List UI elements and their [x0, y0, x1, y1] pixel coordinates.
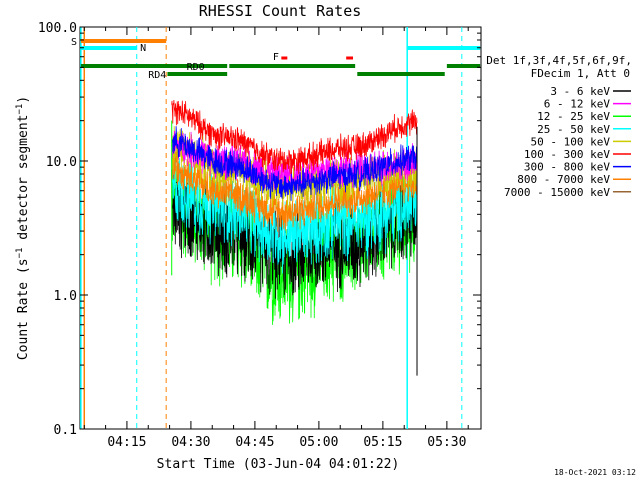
flag-label-flare: F: [273, 52, 279, 63]
legend: Det 1f,3f,4f,5f,6f,9f, FDecim 1, Att 0 3…: [486, 54, 632, 199]
y-axis-label: Count Rate (s−1 detector segment−1): [15, 96, 31, 360]
x-tick-label-3: 05:00: [299, 435, 338, 450]
legend-entry-label-1: 6 - 12 keV: [544, 98, 611, 111]
y-tick-label-0: 100.0: [38, 21, 77, 36]
footer-timestamp: 18-Oct-2021 03:12: [554, 468, 636, 477]
y-tick-label-3: 0.1: [54, 423, 77, 438]
legend-entry-label-3: 25 - 50 keV: [537, 123, 610, 136]
x-tick-label-4: 05:15: [363, 435, 402, 450]
y-tick-label-1: 10.0: [46, 155, 77, 170]
flag-label-saa: S: [71, 37, 77, 48]
series-line-800to7000keV: [171, 149, 418, 232]
series-line-100to300keV: [171, 99, 418, 174]
series-lines: [171, 99, 418, 376]
flag-label-rd4: RD4: [148, 70, 166, 81]
plot-frame: [79, 26, 482, 430]
legend-entry-label-2: 12 - 25 keV: [537, 110, 610, 123]
legend-entry-label-4: 50 - 100 keV: [531, 135, 611, 148]
legend-entry-label-6: 300 - 800 keV: [524, 161, 610, 174]
x-tick-label-2: 04:45: [235, 435, 274, 450]
x-tick-label-1: 04:30: [171, 435, 210, 450]
legend-entry-label-8: 7000 - 15000 keV: [504, 186, 610, 199]
chart-title: RHESSI Count Rates: [199, 2, 362, 20]
x-tick-label-5: 05:30: [427, 435, 466, 450]
x-axis-label: Start Time (03-Jun-04 04:01:22): [157, 457, 400, 472]
legend-entry-label-0: 3 - 6 keV: [550, 85, 610, 98]
legend-header-line-1: Det 1f,3f,4f,5f,6f,9f,: [486, 54, 632, 67]
axis-ticks: 04:15 04:30 04:45 05:00 05:15 05:30 100.0 10.0 1…: [38, 21, 481, 450]
series-line-300to800keV: [171, 126, 418, 201]
flag-label-rd0: RD0: [187, 62, 205, 73]
flag-label-night: N: [140, 43, 146, 54]
legend-entry-label-7: 800 - 7000 keV: [517, 173, 610, 186]
x-tick-label-0: 04:15: [107, 435, 146, 450]
legend-header-line-2: FDecim 1, Att 0: [531, 67, 630, 80]
legend-entry-label-5: 100 - 300 keV: [524, 148, 610, 161]
y-tick-label-2: 1.0: [54, 289, 77, 304]
flag-bars: S N RD0 RD4 F: [71, 27, 481, 429]
